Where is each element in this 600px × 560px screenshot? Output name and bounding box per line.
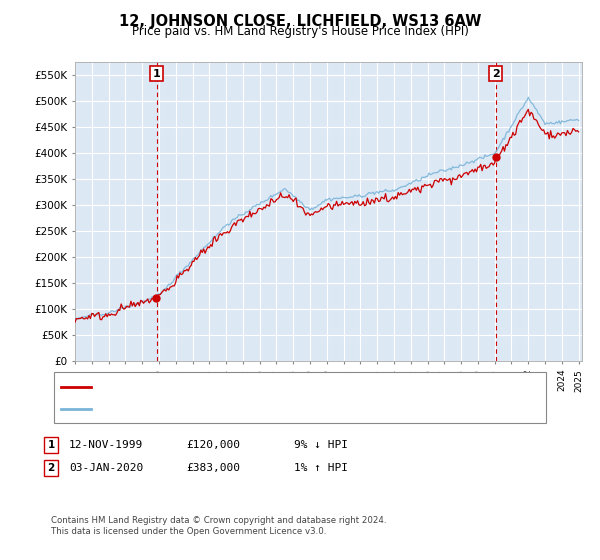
Text: 2: 2 bbox=[47, 463, 55, 473]
Text: 12-NOV-1999: 12-NOV-1999 bbox=[69, 440, 143, 450]
Text: 2: 2 bbox=[491, 68, 499, 78]
Text: 03-JAN-2020: 03-JAN-2020 bbox=[69, 463, 143, 473]
Text: £383,000: £383,000 bbox=[186, 463, 240, 473]
Text: Price paid vs. HM Land Registry's House Price Index (HPI): Price paid vs. HM Land Registry's House … bbox=[131, 25, 469, 38]
Text: £120,000: £120,000 bbox=[186, 440, 240, 450]
Text: 9% ↓ HPI: 9% ↓ HPI bbox=[294, 440, 348, 450]
Text: 1: 1 bbox=[153, 68, 161, 78]
Text: 1: 1 bbox=[47, 440, 55, 450]
Text: 12, JOHNSON CLOSE, LICHFIELD, WS13 6AW: 12, JOHNSON CLOSE, LICHFIELD, WS13 6AW bbox=[119, 14, 481, 29]
Text: HPI: Average price, detached house, Lichfield: HPI: Average price, detached house, Lich… bbox=[96, 404, 318, 414]
Text: 1% ↑ HPI: 1% ↑ HPI bbox=[294, 463, 348, 473]
Text: Contains HM Land Registry data © Crown copyright and database right 2024.
This d: Contains HM Land Registry data © Crown c… bbox=[51, 516, 386, 536]
Text: 12, JOHNSON CLOSE, LICHFIELD, WS13 6AW (detached house): 12, JOHNSON CLOSE, LICHFIELD, WS13 6AW (… bbox=[96, 381, 401, 391]
